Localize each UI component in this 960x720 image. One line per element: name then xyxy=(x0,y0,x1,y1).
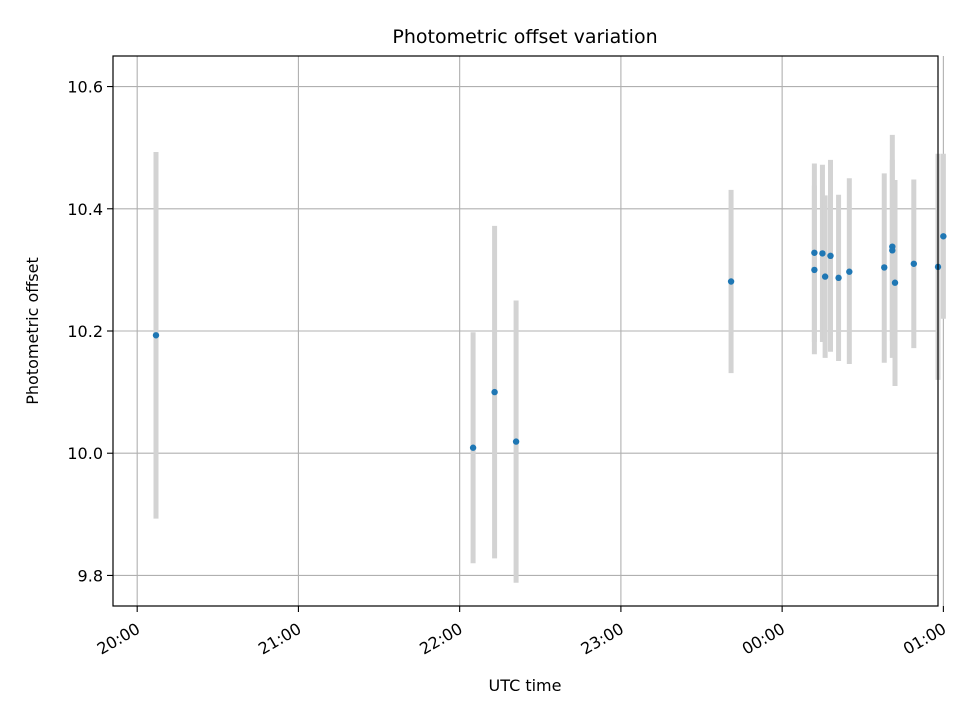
chart-title: Photometric offset variation xyxy=(392,26,657,48)
data-point xyxy=(491,388,498,396)
data-point xyxy=(152,332,160,339)
y-tick-label: 10.4 xyxy=(67,200,103,219)
data-point xyxy=(811,266,818,274)
data-point xyxy=(727,278,735,285)
y-tick-label: 9.8 xyxy=(78,566,103,585)
data-point xyxy=(835,274,842,282)
data-point xyxy=(910,260,918,267)
data-point xyxy=(881,264,888,271)
data-point xyxy=(469,444,477,451)
data-point xyxy=(891,279,899,286)
y-tick-label: 10.2 xyxy=(67,322,103,341)
data-point xyxy=(889,247,896,254)
data-point xyxy=(819,250,826,257)
x-axis-label: UTC time xyxy=(489,676,562,695)
y-axis-label: Photometric offset xyxy=(23,257,42,405)
data-point xyxy=(940,233,947,240)
data-point xyxy=(811,249,818,256)
data-point xyxy=(827,252,834,260)
data-point xyxy=(512,438,520,445)
data-point xyxy=(846,268,853,275)
y-tick-label: 10.6 xyxy=(67,78,103,97)
grid-layer xyxy=(113,56,944,606)
point-layer xyxy=(152,233,947,451)
data-point xyxy=(821,273,829,280)
y-tick-label: 10.0 xyxy=(67,444,103,463)
